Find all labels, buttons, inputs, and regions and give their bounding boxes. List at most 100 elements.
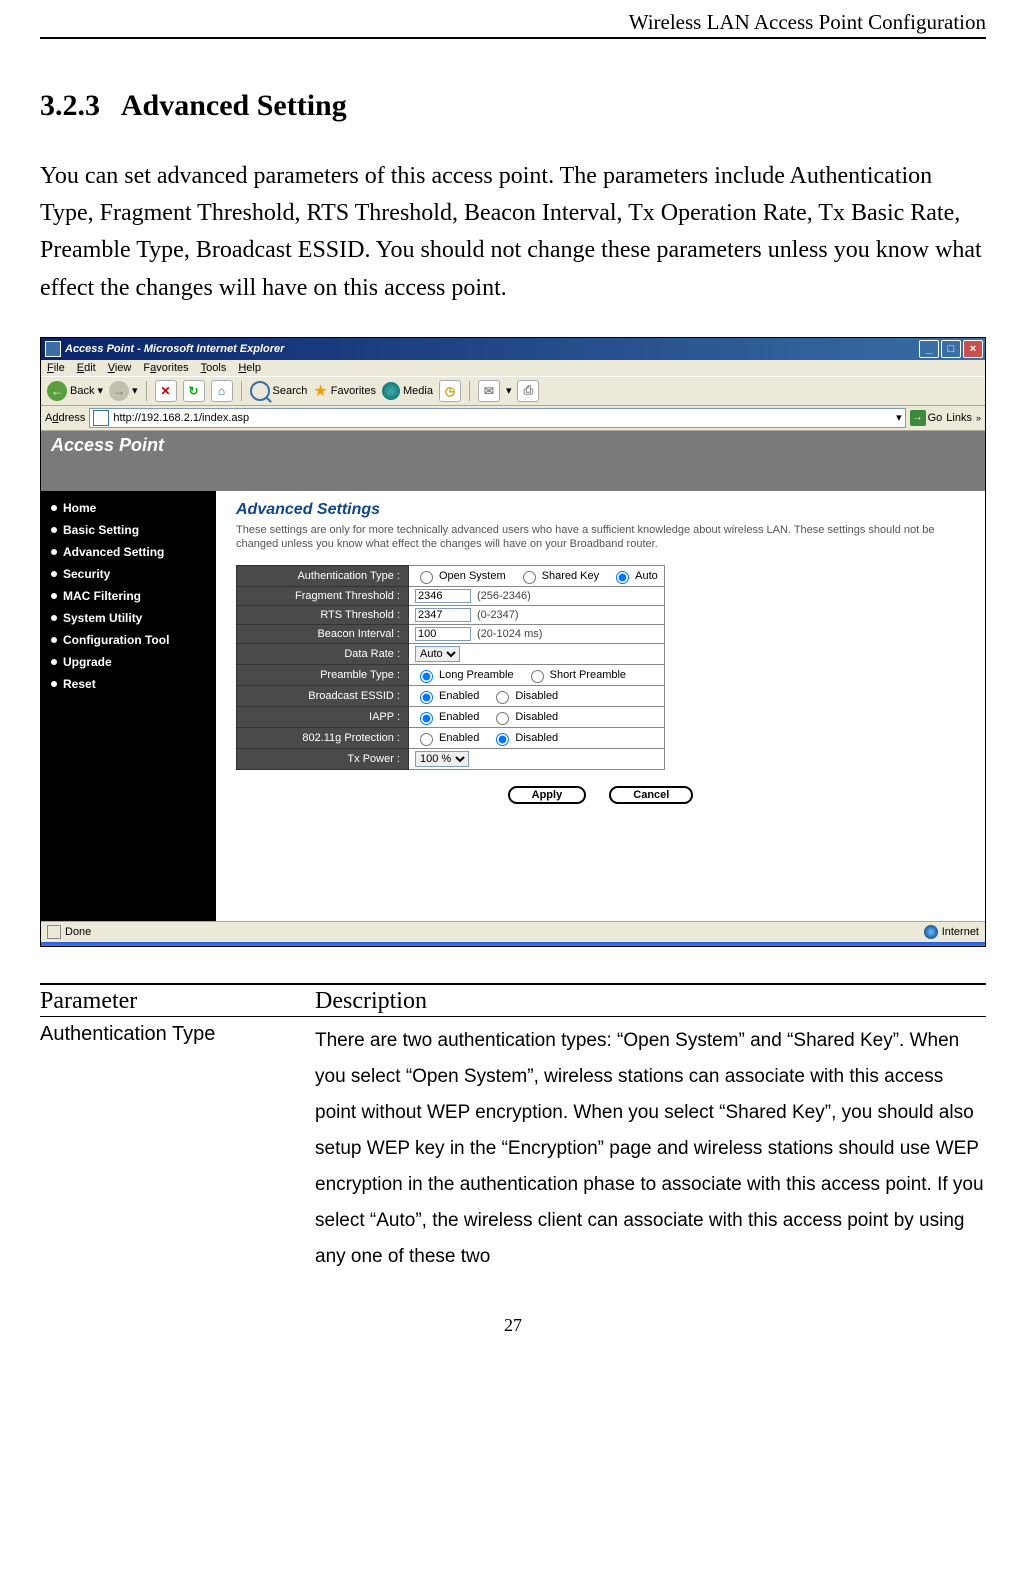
status-zone: Internet xyxy=(942,926,979,938)
ie-statusbar: Done Internet xyxy=(41,921,985,942)
apply-button[interactable]: Apply xyxy=(508,786,587,804)
nav-reset[interactable]: Reset xyxy=(41,673,216,695)
status-done: Done xyxy=(65,926,91,938)
gprot-disabled[interactable]: Disabled xyxy=(491,730,558,746)
section-number: 3.2.3 xyxy=(40,89,100,122)
print-button[interactable]: ⎙ xyxy=(517,380,539,402)
back-button[interactable]: ←Back ▾ xyxy=(47,381,103,401)
nav-mac-filtering[interactable]: MAC Filtering xyxy=(41,585,216,607)
beacon-label: Beacon Interval : xyxy=(237,625,409,644)
panel-desc: These settings are only for more technic… xyxy=(236,523,965,552)
essid-label: Broadcast ESSID : xyxy=(237,686,409,707)
menu-view[interactable]: View xyxy=(108,362,132,374)
gprot-label: 802.11g Protection : xyxy=(237,728,409,749)
preamble-short[interactable]: Short Preamble xyxy=(526,667,626,683)
txpower-label: Tx Power : xyxy=(237,749,409,770)
panel-title: Advanced Settings xyxy=(236,501,965,519)
preamble-long[interactable]: Long Preamble xyxy=(415,667,514,683)
intro-paragraph: You can set advanced parameters of this … xyxy=(40,158,986,307)
star-icon: ★ xyxy=(313,381,327,401)
frag-input[interactable] xyxy=(415,589,471,603)
frag-label: Fragment Threshold : xyxy=(237,587,409,606)
param-row-auth: Authentication Type There are two authen… xyxy=(40,1017,986,1276)
window-title: Access Point - Microsoft Internet Explor… xyxy=(65,343,284,355)
menu-tools[interactable]: Tools xyxy=(201,362,227,374)
nav-basic-setting[interactable]: Basic Setting xyxy=(41,519,216,541)
running-header: Wireless LAN Access Point Configuration xyxy=(40,10,986,39)
menu-file[interactable]: FFileile xyxy=(47,362,65,374)
refresh-button[interactable]: ↻ xyxy=(183,380,205,402)
ie-window: Access Point - Microsoft Internet Explor… xyxy=(40,337,986,947)
essid-enabled[interactable]: Enabled xyxy=(415,688,479,704)
ap-sidebar: Home Basic Setting Advanced Setting Secu… xyxy=(41,491,216,921)
maximize-button[interactable]: □ xyxy=(941,340,961,358)
taskbar-strip xyxy=(41,942,985,946)
auth-shared[interactable]: Shared Key xyxy=(518,568,599,584)
txpower-select[interactable]: 100 % xyxy=(415,751,469,767)
ie-address-bar: Address http://192.168.2.1/index.asp ▾ →… xyxy=(41,406,985,431)
nav-upgrade[interactable]: Upgrade xyxy=(41,651,216,673)
home-button[interactable]: ⌂ xyxy=(211,380,233,402)
page-icon xyxy=(47,925,61,939)
section-title: Advanced Setting xyxy=(121,89,347,122)
param-col-header: Parameter xyxy=(40,988,315,1015)
gprot-enabled[interactable]: Enabled xyxy=(415,730,479,746)
menu-edit[interactable]: Edit xyxy=(77,362,96,374)
iapp-label: IAPP : xyxy=(237,707,409,728)
minimize-button[interactable]: _ xyxy=(919,340,939,358)
settings-table: Authentication Type : Open System Shared… xyxy=(236,565,665,770)
nav-configuration-tool[interactable]: Configuration Tool xyxy=(41,629,216,651)
page-icon xyxy=(93,410,109,426)
iapp-disabled[interactable]: Disabled xyxy=(491,709,558,725)
rts-hint: (0-2347) xyxy=(477,609,519,621)
rts-input[interactable] xyxy=(415,608,471,622)
param-name: Authentication Type xyxy=(40,1023,315,1276)
nav-home[interactable]: Home xyxy=(41,497,216,519)
param-desc: There are two authentication types: “Ope… xyxy=(315,1023,986,1276)
auth-label: Authentication Type : xyxy=(237,566,409,587)
globe-icon xyxy=(924,925,938,939)
ie-toolbar: ←Back ▾ → ▾ ✕ ↻ ⌂ Search ★Favorites Medi… xyxy=(41,376,985,406)
go-button[interactable]: →Go xyxy=(910,410,943,426)
cancel-button[interactable]: Cancel xyxy=(609,786,693,804)
menu-favorites[interactable]: Favorites xyxy=(143,362,188,374)
menu-help[interactable]: Help xyxy=(238,362,261,374)
iapp-enabled[interactable]: Enabled xyxy=(415,709,479,725)
param-table-header: Parameter Description xyxy=(40,983,986,1017)
datarate-label: Data Rate : xyxy=(237,644,409,665)
essid-disabled[interactable]: Disabled xyxy=(491,688,558,704)
ie-menubar: FFileile Edit View Favorites Tools Help xyxy=(41,360,985,376)
desc-col-header: Description xyxy=(315,988,986,1015)
datarate-select[interactable]: Auto xyxy=(415,646,460,662)
beacon-input[interactable] xyxy=(415,627,471,641)
nav-system-utility[interactable]: System Utility xyxy=(41,607,216,629)
favorites-button[interactable]: ★Favorites xyxy=(313,381,376,401)
mail-button[interactable]: ✉ xyxy=(478,380,500,402)
search-button[interactable]: Search xyxy=(250,381,308,401)
media-button[interactable]: Media xyxy=(382,382,433,400)
links-label[interactable]: Links xyxy=(946,412,972,424)
nav-security[interactable]: Security xyxy=(41,563,216,585)
preamble-label: Preamble Type : xyxy=(237,665,409,686)
search-icon xyxy=(250,381,270,401)
page-number: 27 xyxy=(40,1315,986,1336)
history-button[interactable]: ◷ xyxy=(439,380,461,402)
ie-titlebar: Access Point - Microsoft Internet Explor… xyxy=(41,338,985,360)
stop-button[interactable]: ✕ xyxy=(155,380,177,402)
forward-button[interactable]: → ▾ xyxy=(109,381,138,401)
address-input[interactable]: http://192.168.2.1/index.asp ▾ xyxy=(89,408,905,428)
address-label: Address xyxy=(45,412,85,424)
rts-label: RTS Threshold : xyxy=(237,606,409,625)
ap-banner: Access Point xyxy=(41,431,985,491)
frag-hint: (256-2346) xyxy=(477,590,531,602)
nav-advanced-setting[interactable]: Advanced Setting xyxy=(41,541,216,563)
url-text: http://192.168.2.1/index.asp xyxy=(113,412,249,424)
section-heading: 3.2.3 Advanced Setting xyxy=(40,89,986,123)
auth-open[interactable]: Open System xyxy=(415,568,506,584)
beacon-hint: (20-1024 ms) xyxy=(477,628,542,640)
auth-auto[interactable]: Auto xyxy=(611,568,658,584)
close-button[interactable]: × xyxy=(963,340,983,358)
ap-page: Access Point Home Basic Setting Advanced… xyxy=(41,431,985,921)
ap-main: Advanced Settings These settings are onl… xyxy=(216,491,985,921)
ie-icon xyxy=(45,341,61,357)
